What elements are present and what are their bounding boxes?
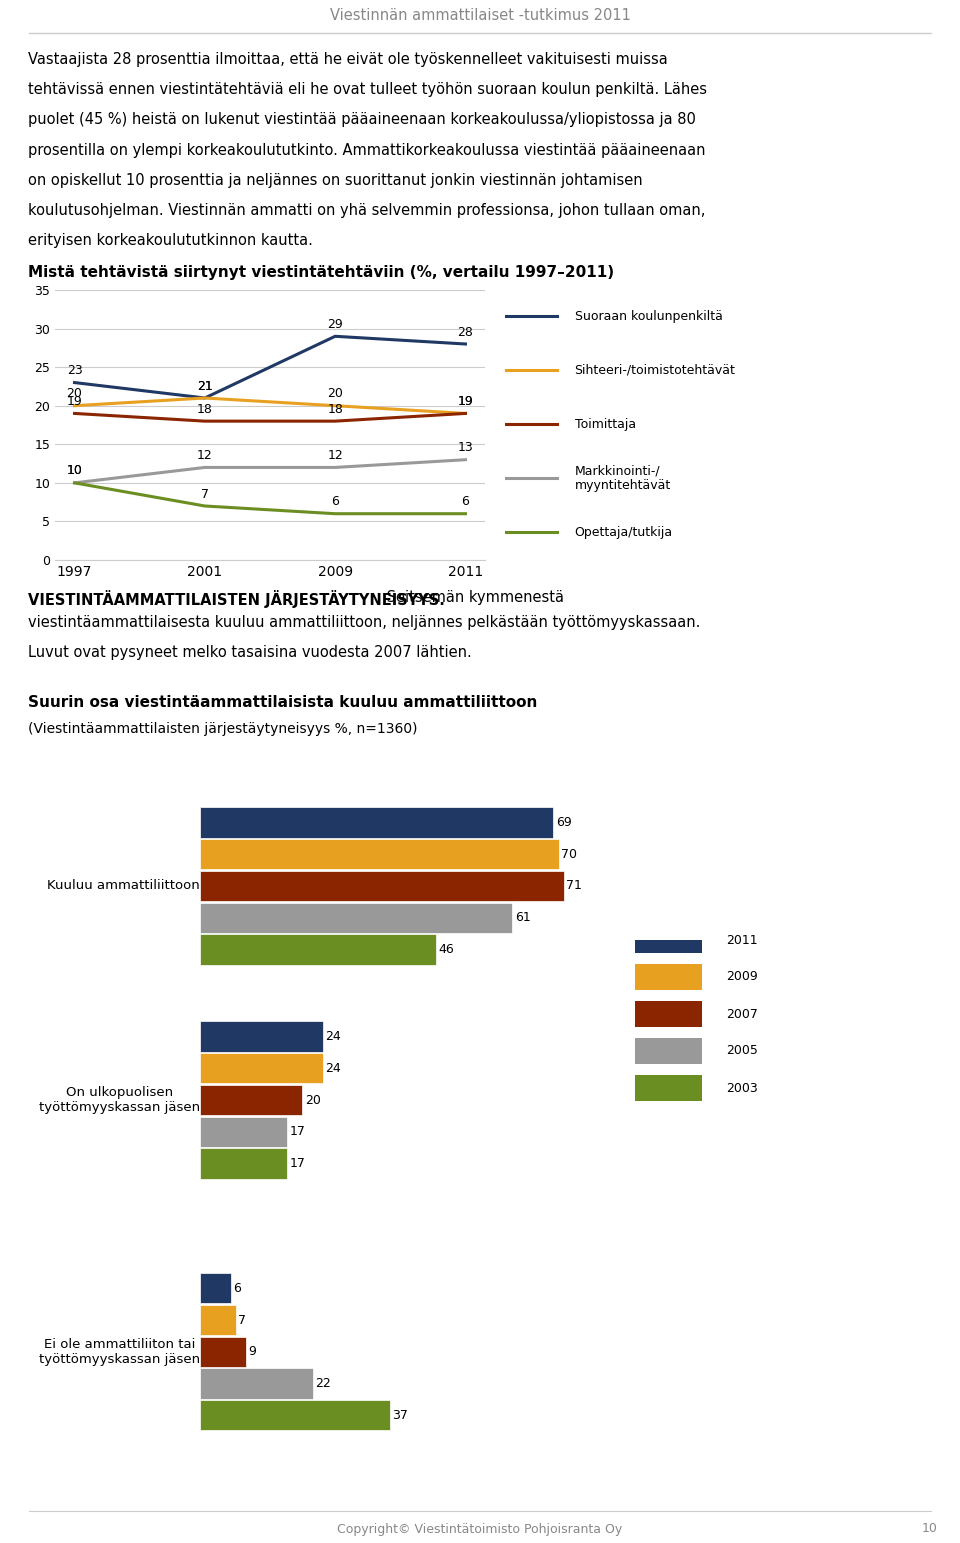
Bar (635, 964, 702, 991)
Bar (200, 1336, 246, 1367)
Text: 18: 18 (327, 403, 343, 415)
Text: Suoraan koulunpenkiltä: Suoraan koulunpenkiltä (575, 310, 723, 322)
Text: Opettaja/tutkija: Opettaja/tutkija (575, 526, 673, 539)
Text: 70: 70 (561, 847, 577, 861)
Text: 23: 23 (66, 364, 83, 376)
Bar (200, 1117, 287, 1146)
Text: 37: 37 (392, 1409, 408, 1421)
Text: erityisen korkeakoulututkinnon kautta.: erityisen korkeakoulututkinnon kautta. (28, 233, 313, 248)
Text: puolet (45 %) heistä on lukenut viestintää pääaineenaan korkeakoulussa/yliopisto: puolet (45 %) heistä on lukenut viestint… (28, 113, 696, 128)
Text: On ulkopuolisen
työttömyyskassan jäsen: On ulkopuolisen työttömyyskassan jäsen (38, 1086, 200, 1114)
Text: Viestinnän ammattilaiset -tutkimus 2011: Viestinnän ammattilaiset -tutkimus 2011 (329, 9, 631, 23)
Bar (200, 1085, 302, 1116)
Bar (635, 1001, 702, 1028)
Text: koulutusohjelman. Viestinnän ammatti on yhä selvemmin professionsa, johon tullaa: koulutusohjelman. Viestinnän ammatti on … (28, 204, 706, 218)
Text: 22: 22 (315, 1376, 331, 1390)
Text: Luvut ovat pysyneet melko tasaisina vuodesta 2007 lähtien.: Luvut ovat pysyneet melko tasaisina vuod… (28, 645, 471, 660)
Text: 7: 7 (201, 488, 209, 500)
Text: Sihteeri-/toimistotehtävät: Sihteeri-/toimistotehtävät (575, 364, 735, 376)
Bar (635, 1038, 702, 1065)
Text: 10: 10 (66, 464, 83, 477)
Text: 2011: 2011 (727, 934, 758, 946)
Text: 13: 13 (458, 441, 473, 454)
Bar (635, 927, 702, 954)
Text: 17: 17 (290, 1125, 305, 1139)
Text: 21: 21 (197, 380, 213, 392)
Text: 61: 61 (515, 912, 531, 924)
Text: 20: 20 (66, 387, 83, 400)
Text: Suurin osa viestintäammattilaisista kuuluu ammattiliittoon: Suurin osa viestintäammattilaisista kuul… (28, 694, 538, 710)
Text: 7: 7 (238, 1313, 247, 1327)
Text: 10: 10 (922, 1523, 938, 1535)
Text: Vastaajista 28 prosenttia ilmoittaa, että he eivät ole työskennelleet vakituises: Vastaajista 28 prosenttia ilmoittaa, ett… (28, 52, 668, 66)
Bar (200, 870, 564, 901)
Text: 6: 6 (233, 1282, 241, 1295)
Text: 6: 6 (331, 495, 339, 508)
Text: Ei ole ammattiliiton tai
työttömyyskassan jäsen: Ei ole ammattiliiton tai työttömyyskassa… (38, 1338, 200, 1366)
Text: Mistä tehtävistä siirtynyt viestintätehtäviin (%, vertailu 1997–2011): Mistä tehtävistä siirtynyt viestintäteht… (28, 264, 614, 279)
Text: prosentilla on ylempi korkeakoulututkinto. Ammattikorkeakoulussa viestintää pääa: prosentilla on ylempi korkeakoulututkint… (28, 142, 706, 157)
Text: 17: 17 (290, 1157, 305, 1170)
Bar (200, 903, 513, 934)
Text: 28: 28 (458, 326, 473, 338)
Bar (200, 1021, 323, 1052)
Text: 21: 21 (197, 380, 213, 392)
Text: on opiskellut 10 prosenttia ja neljännes on suorittanut jonkin viestinnän johtam: on opiskellut 10 prosenttia ja neljännes… (28, 173, 642, 188)
Text: 24: 24 (325, 1031, 341, 1043)
Text: 9: 9 (249, 1345, 256, 1358)
Text: 12: 12 (327, 449, 343, 461)
Text: 12: 12 (197, 449, 213, 461)
Bar (635, 1075, 702, 1102)
Text: Kuuluu ammattiliittoon: Kuuluu ammattiliittoon (47, 880, 200, 892)
Bar (200, 1054, 323, 1083)
Bar (200, 934, 436, 964)
Text: 69: 69 (556, 816, 572, 829)
Text: 6: 6 (462, 495, 469, 508)
Text: 20: 20 (327, 387, 343, 400)
Text: 19: 19 (458, 395, 473, 407)
Text: 24: 24 (325, 1062, 341, 1075)
Text: 46: 46 (438, 943, 454, 957)
Text: 2003: 2003 (727, 1082, 758, 1094)
Text: Seitsemän kymmenestä: Seitsemän kymmenestä (382, 589, 564, 605)
Text: 18: 18 (197, 403, 213, 415)
Bar (200, 1369, 313, 1398)
Bar (200, 1273, 230, 1304)
Text: tehtävissä ennen viestintätehtäviä eli he ovat tulleet työhön suoraan koulun pen: tehtävissä ennen viestintätehtäviä eli h… (28, 82, 707, 97)
Bar (200, 1148, 287, 1179)
Text: 19: 19 (458, 395, 473, 407)
Text: 20: 20 (305, 1094, 321, 1106)
Text: 2005: 2005 (727, 1045, 758, 1057)
Text: 2009: 2009 (727, 971, 758, 983)
Bar (200, 807, 553, 838)
Text: viestintäammattilaisesta kuuluu ammattiliittoon, neljännes pelkästään työttömyys: viestintäammattilaisesta kuuluu ammattil… (28, 616, 701, 630)
Text: Copyright© Viestintätoimisto Pohjoisranta Oy: Copyright© Viestintätoimisto Pohjoisrant… (337, 1523, 623, 1535)
Bar (200, 1400, 390, 1430)
Text: VIESTINTÄAMMATTILAISTEN JÄRJESTÄYTYNEISYYS.: VIESTINTÄAMMATTILAISTEN JÄRJESTÄYTYNEISY… (28, 589, 444, 608)
Text: 29: 29 (327, 318, 343, 330)
Bar (200, 1305, 236, 1335)
Text: 2007: 2007 (727, 1008, 758, 1020)
Text: Toimittaja: Toimittaja (575, 418, 636, 430)
Text: 19: 19 (66, 395, 83, 407)
Text: 10: 10 (66, 464, 83, 477)
Bar (200, 839, 559, 869)
Text: (Viestintäammattilaisten järjestäytyneisyys %, n=1360): (Viestintäammattilaisten järjestäytyneis… (28, 722, 418, 736)
Text: Markkinointi-/
myyntitehtävät: Markkinointi-/ myyntitehtävät (575, 464, 671, 492)
Text: 71: 71 (566, 880, 582, 892)
